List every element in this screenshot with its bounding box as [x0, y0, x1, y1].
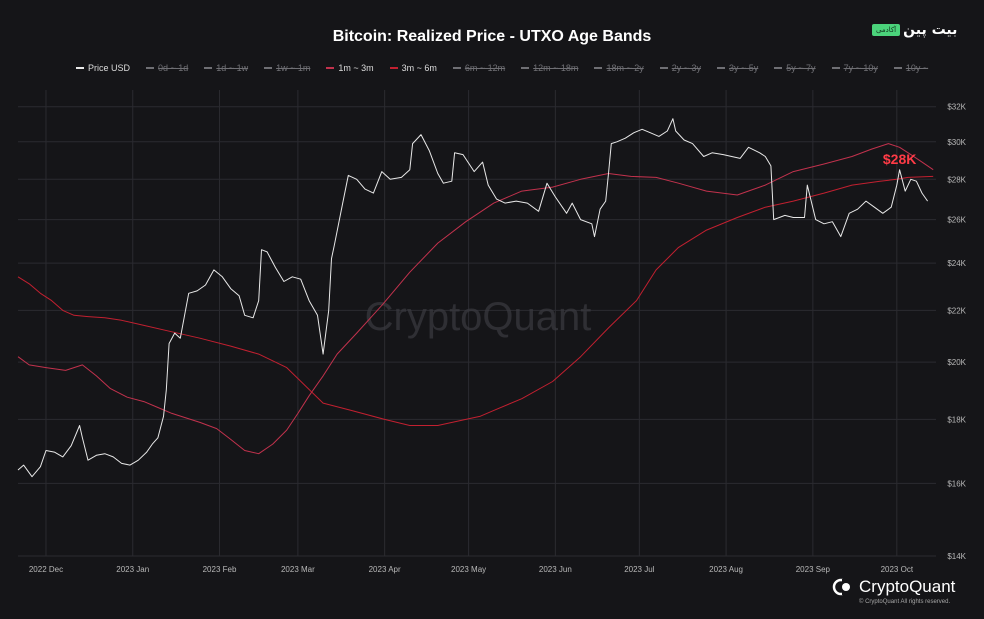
legend-item[interactable]: Price USD [76, 61, 130, 75]
legend-item[interactable]: 3m ~ 6m [389, 61, 437, 75]
legend-item[interactable]: 18m ~ 2y [594, 61, 644, 75]
legend-label: 18m ~ 2y [606, 63, 644, 73]
y-tick-label: $28K [947, 175, 966, 184]
legend-item[interactable]: 1w ~ 1m [264, 61, 310, 75]
x-tick-label: 2023 Mar [281, 565, 315, 574]
copyright: © CryptoQuant All rights reserved. [859, 599, 951, 605]
legend-swatch [659, 67, 668, 69]
legend-swatch [452, 67, 461, 69]
x-tick-label: 2023 Sep [796, 565, 831, 574]
y-tick-label: $18K [947, 415, 966, 424]
legend-label: 2y ~ 3y [671, 63, 701, 73]
legend-item[interactable]: 2y ~ 3y [659, 61, 701, 75]
footer-logo-text: CryptoQuant [859, 577, 956, 596]
legend: Price USD 0d ~ 1d 1d ~ 1w 1w ~ 1m 1m ~ 3m 3m … [76, 61, 928, 75]
legend-label: 3y ~ 5y [729, 63, 759, 73]
y-tick-label: $14K [947, 552, 966, 561]
legend-label: 3m ~ 6m [401, 63, 437, 73]
grid-layer [18, 90, 936, 557]
legend-swatch [831, 67, 840, 69]
legend-swatch [594, 67, 603, 69]
y-tick-label: $32K [947, 103, 966, 112]
x-tick-label: 2023 Jul [624, 565, 654, 574]
axis-layer: $14K $16K $18K $20K $22K $24K $26K $28K $30K $32K… [29, 103, 967, 574]
series-line-3m-6m [17, 175, 934, 426]
series-line-price-usd [17, 118, 929, 478]
legend-label: 1m ~ 3m [338, 63, 374, 73]
legend-item[interactable]: 1d ~ 1w [204, 61, 248, 75]
legend-label: 10y ~ [905, 63, 929, 73]
brand-name: بیت پین [903, 22, 958, 38]
legend-swatch [774, 67, 783, 69]
y-tick-label: $22K [947, 306, 966, 315]
footer-logo: CryptoQuant [832, 577, 955, 597]
cryptoquant-logo-icon [832, 578, 853, 596]
x-tick-label: 2023 Jun [539, 565, 572, 574]
brand-badge: آکادمی بیت پین [872, 22, 957, 38]
legend-swatch [204, 67, 213, 69]
legend-label: 1w ~ 1m [276, 63, 311, 73]
legend-item[interactable]: 10y ~ [893, 61, 929, 75]
brand-tag: آکادمی [872, 24, 901, 36]
legend-swatch [893, 67, 902, 69]
legend-label: 7y ~ 10y [843, 63, 878, 73]
y-tick-label: $24K [947, 259, 966, 268]
y-tick-label: $16K [947, 479, 966, 488]
legend-label: 6m ~ 12m [464, 63, 506, 73]
series-layer [17, 118, 934, 478]
legend-label: 5y ~ 7y [786, 63, 816, 73]
legend-swatch [326, 67, 335, 69]
legend-item[interactable]: 5y ~ 7y [774, 61, 816, 75]
legend-swatch [264, 67, 273, 69]
legend-label: Price USD [88, 63, 131, 73]
x-tick-label: 2023 Jan [116, 565, 149, 574]
series-line-1m-3m [17, 143, 934, 455]
x-tick-label: 2023 Oct [881, 565, 914, 574]
legend-label: 0d ~ 1d [158, 63, 189, 73]
y-tick-label: $20K [947, 358, 966, 367]
legend-item[interactable]: 12m ~ 18m [521, 61, 578, 75]
x-tick-label: 2022 Dec [29, 565, 63, 574]
chart-title: Bitcoin: Realized Price - UTXO Age Bands [332, 28, 652, 45]
legend-label: 12m ~ 18m [533, 63, 579, 73]
legend-item[interactable]: 7y ~ 10y [831, 61, 878, 75]
x-tick-label: 2023 Aug [709, 565, 743, 574]
legend-swatch [521, 67, 530, 69]
x-tick-label: 2023 May [451, 565, 486, 574]
legend-item[interactable]: 1m ~ 3m [326, 61, 374, 75]
y-tick-label: $30K [947, 138, 966, 147]
legend-label: 1d ~ 1w [216, 63, 249, 73]
legend-swatch [717, 67, 725, 69]
legend-swatch [389, 67, 398, 69]
legend-swatch [146, 67, 155, 69]
y-tick-label: $26K [947, 216, 966, 225]
watermark: CryptoQuant [365, 295, 592, 339]
x-tick-label: 2023 Feb [203, 565, 237, 574]
legend-item[interactable]: 6m ~ 12m [452, 61, 506, 75]
price-annotation: $28K [883, 151, 916, 167]
legend-item[interactable]: 3y ~ 5y [717, 61, 758, 75]
x-tick-label: 2023 Apr [369, 565, 401, 574]
legend-swatch [76, 67, 84, 69]
legend-item[interactable]: 0d ~ 1d [146, 61, 188, 75]
